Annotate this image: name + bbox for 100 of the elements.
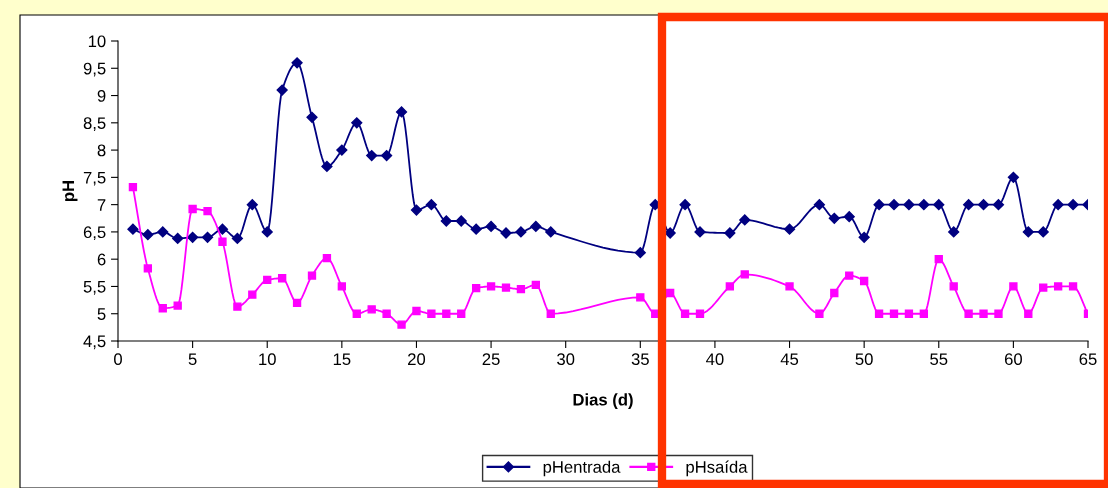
point bbox=[1053, 282, 1063, 291]
y-axis-title: pH bbox=[62, 181, 78, 202]
point bbox=[725, 282, 735, 291]
point bbox=[158, 304, 167, 313]
point bbox=[889, 309, 899, 318]
point bbox=[785, 282, 794, 291]
point bbox=[1024, 309, 1033, 318]
x-tick-label: 5 bbox=[188, 353, 197, 366]
x-tick-label: 35 bbox=[631, 353, 649, 366]
legend-label: pHsaída bbox=[686, 460, 748, 477]
point bbox=[694, 226, 706, 238]
y-tick-label: 4,5 bbox=[83, 335, 106, 350]
point bbox=[143, 264, 153, 273]
point bbox=[1052, 199, 1064, 211]
point bbox=[977, 199, 990, 211]
y-tick-label: 6 bbox=[97, 253, 106, 266]
point bbox=[336, 144, 348, 156]
x-axis-title: Dias (d) bbox=[573, 393, 633, 409]
x-tick-label: 25 bbox=[482, 353, 500, 366]
point bbox=[516, 285, 526, 294]
point bbox=[321, 160, 333, 173]
point bbox=[531, 280, 541, 289]
point bbox=[1067, 199, 1079, 211]
y-tick-label: 8 bbox=[97, 144, 106, 157]
point bbox=[859, 276, 869, 286]
x-tick-label: 55 bbox=[930, 353, 948, 366]
point bbox=[351, 117, 363, 129]
point bbox=[919, 309, 929, 318]
x-tick-label: 30 bbox=[557, 353, 575, 366]
y-tick-label: 7,5 bbox=[83, 171, 106, 186]
point bbox=[276, 84, 288, 96]
point bbox=[949, 282, 958, 291]
legend-label: pHentrada bbox=[543, 460, 621, 477]
point bbox=[948, 226, 960, 238]
point bbox=[665, 288, 675, 298]
point bbox=[471, 283, 481, 293]
y-tick-label: 8,5 bbox=[83, 117, 106, 131]
point bbox=[933, 199, 945, 211]
point bbox=[964, 309, 973, 318]
point bbox=[815, 309, 824, 318]
point bbox=[381, 149, 393, 162]
point bbox=[992, 199, 1005, 211]
point bbox=[740, 270, 749, 279]
x-tick-label: 15 bbox=[333, 353, 351, 366]
y-tick-label: 7 bbox=[97, 199, 106, 211]
point bbox=[934, 255, 943, 264]
point bbox=[830, 288, 839, 298]
x-tick-label: 65 bbox=[1079, 353, 1097, 366]
point bbox=[142, 229, 154, 241]
point bbox=[724, 227, 736, 239]
point bbox=[636, 293, 645, 302]
point bbox=[261, 226, 273, 238]
point bbox=[201, 231, 214, 243]
point bbox=[1068, 282, 1078, 291]
point bbox=[486, 282, 496, 291]
y-tick-label: 6,5 bbox=[83, 226, 106, 241]
y-tick-label: 10 bbox=[88, 35, 106, 48]
point bbox=[337, 282, 347, 291]
point bbox=[173, 301, 182, 310]
x-tick-label: 40 bbox=[706, 353, 724, 366]
point bbox=[1022, 226, 1034, 238]
point bbox=[501, 283, 511, 292]
point bbox=[828, 212, 840, 224]
point bbox=[515, 226, 527, 238]
point bbox=[263, 275, 272, 285]
point bbox=[306, 111, 318, 123]
point bbox=[322, 253, 332, 263]
point bbox=[843, 211, 855, 223]
point bbox=[292, 298, 302, 307]
point bbox=[1037, 226, 1049, 238]
point bbox=[845, 271, 854, 280]
x-tick-label: 60 bbox=[1004, 353, 1022, 366]
point bbox=[127, 223, 139, 235]
point bbox=[904, 309, 914, 318]
point bbox=[530, 220, 542, 233]
point bbox=[457, 309, 466, 318]
point bbox=[545, 226, 557, 238]
point bbox=[291, 57, 303, 69]
y-tick-label: 5 bbox=[97, 308, 106, 320]
point bbox=[874, 309, 884, 318]
point bbox=[440, 215, 452, 227]
point bbox=[248, 290, 257, 299]
point bbox=[739, 214, 751, 226]
point bbox=[277, 274, 287, 283]
point bbox=[858, 231, 870, 243]
point bbox=[1007, 171, 1019, 183]
point bbox=[979, 309, 988, 318]
point bbox=[395, 106, 408, 118]
point bbox=[1039, 283, 1048, 292]
point bbox=[455, 215, 467, 227]
point bbox=[216, 223, 229, 235]
point bbox=[695, 309, 705, 318]
point bbox=[231, 232, 243, 245]
point bbox=[470, 223, 482, 235]
point bbox=[442, 309, 451, 318]
x-tick-label: 20 bbox=[408, 353, 426, 366]
point bbox=[382, 309, 391, 318]
point bbox=[963, 199, 975, 211]
point bbox=[233, 302, 242, 311]
point bbox=[157, 226, 169, 238]
